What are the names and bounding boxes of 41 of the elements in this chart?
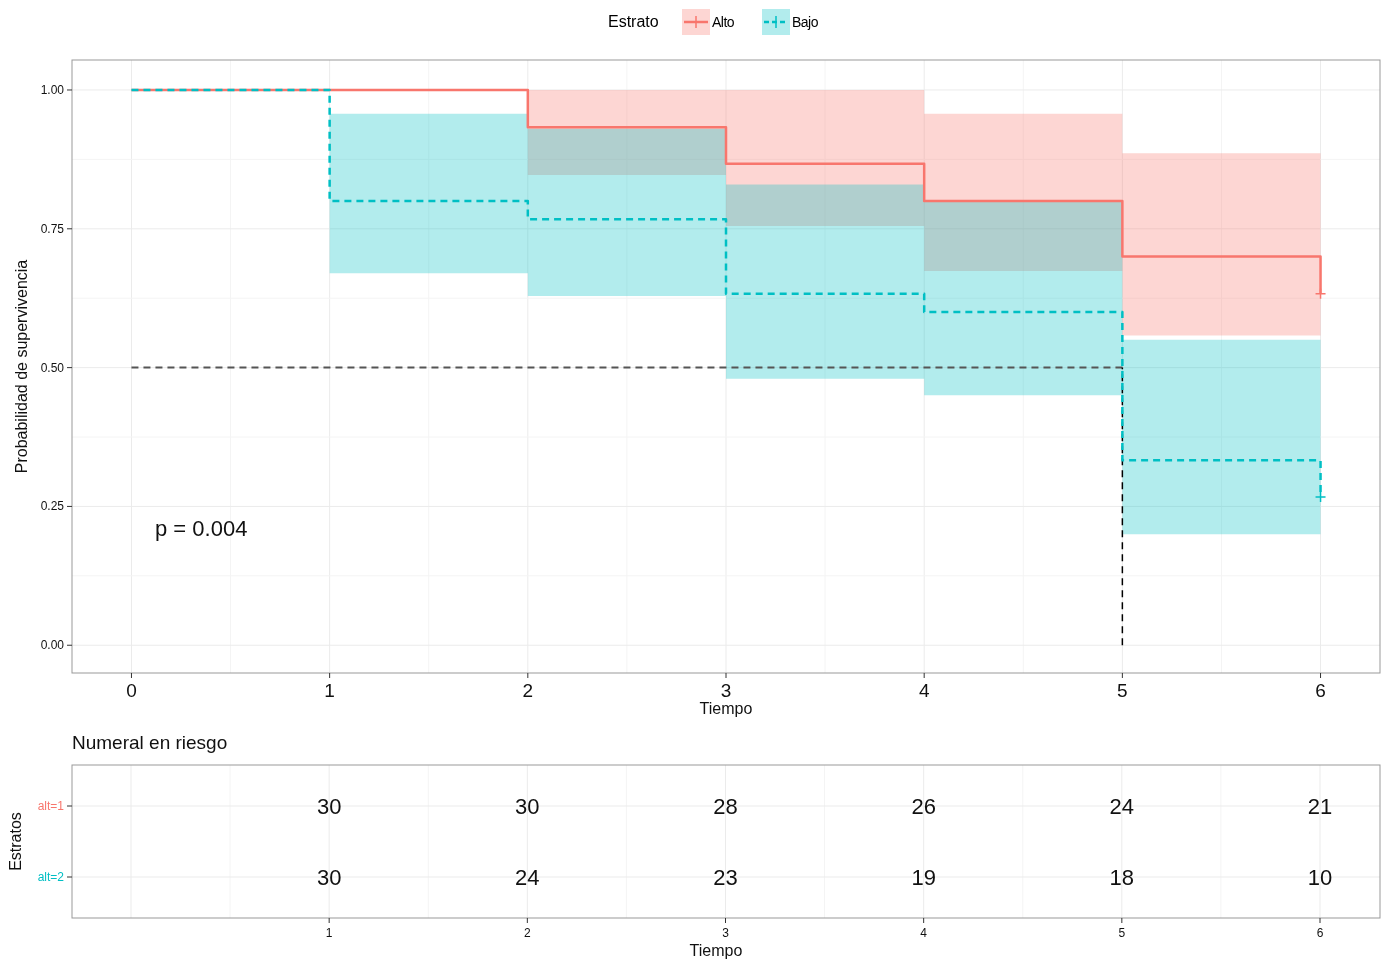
y-axis-title: Estratos [7, 812, 24, 871]
x-tick-label: 3 [720, 680, 732, 701]
chart-title: Numeral en riesgo [72, 732, 228, 753]
data-label: 23 [713, 865, 738, 890]
data-label: 30 [515, 794, 540, 819]
x-tick-label: 6 [1315, 680, 1326, 701]
data-label: 18 [1109, 865, 1135, 890]
x-tick-label: 2 [523, 926, 531, 940]
y-tick-label: 0.50 [40, 360, 65, 375]
annotation: p = 0.004 [155, 516, 248, 542]
legend-label: Alto [712, 14, 735, 30]
x-tick-label: 3 [722, 926, 730, 940]
x-tick-label: 0 [126, 680, 137, 701]
data-label: 26 [911, 794, 936, 819]
legend-label: Bajo [792, 14, 819, 30]
x-tick-label: 1 [324, 680, 335, 701]
data-label: 19 [911, 865, 936, 890]
y-tick-label: 0.00 [40, 638, 65, 653]
x-tick-label: 1 [325, 926, 333, 940]
legend-title: Estrato [608, 13, 659, 30]
x-tick-label: 4 [920, 926, 928, 940]
data-label: 28 [713, 794, 738, 819]
x-tick-label: 5 [1117, 680, 1128, 701]
y-tick-label: 0.25 [40, 499, 65, 514]
data-label: 10 [1307, 865, 1333, 890]
x-axis-title: Tiempo [699, 700, 753, 717]
x-tick-label: 5 [1118, 926, 1126, 940]
data-label: 30 [316, 865, 342, 890]
y-tick-label: 0.75 [40, 221, 65, 236]
y-tick-label: alt=1 [37, 799, 65, 813]
x-tick-label: 4 [918, 680, 930, 701]
data-label: 24 [1109, 794, 1135, 819]
data-label: 24 [515, 865, 540, 890]
data-label: 30 [316, 794, 342, 819]
y-axis-title: Probabilidad de supervivencia [13, 259, 30, 474]
x-axis-title: Tiempo [689, 942, 743, 959]
x-tick-label: 2 [522, 680, 534, 701]
y-tick-label: alt=2 [37, 870, 65, 884]
y-tick-label: 1.00 [40, 82, 65, 97]
x-tick-label: 6 [1316, 926, 1324, 940]
data-label: 21 [1307, 794, 1333, 819]
